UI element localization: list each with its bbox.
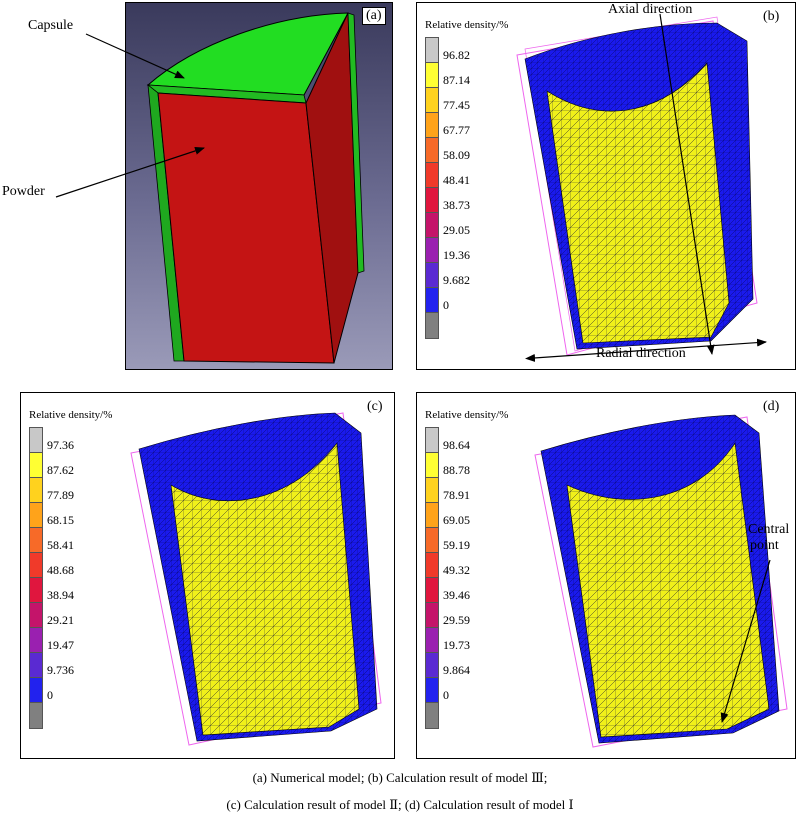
legend-tick-label: 59.19 — [443, 538, 470, 552]
legend-swatch — [30, 628, 42, 653]
powder-front — [157, 92, 335, 364]
legend-swatch — [426, 578, 438, 603]
density-contour-d — [534, 414, 788, 748]
panel-c-label: (c) — [367, 399, 383, 414]
legend-swatch — [426, 63, 438, 88]
legend-swatch — [426, 428, 438, 453]
density-contour-b — [516, 16, 758, 356]
legend-swatch — [426, 503, 438, 528]
legend-swatch — [426, 138, 438, 163]
legend-swatch — [30, 503, 42, 528]
legend-tick-label: 19.47 — [47, 638, 74, 652]
legend-swatch — [426, 288, 438, 313]
panel-a-numerical-model: (a) — [125, 2, 393, 370]
legend-tick-label: 58.09 — [443, 148, 470, 162]
figure-caption-line1: (a) Numerical model; (b) Calculation res… — [252, 770, 548, 785]
panel-b-label: (b) — [763, 9, 780, 24]
radial-direction-label: Radial direction — [596, 346, 686, 361]
legend-swatch — [30, 653, 42, 678]
legend-swatch — [30, 603, 42, 628]
legend-title-b: Relative density/% — [425, 19, 509, 31]
legend-swatch — [426, 653, 438, 678]
legend-swatch — [426, 678, 438, 703]
legend-tick-label: 49.32 — [443, 563, 470, 577]
legend-swatch — [30, 428, 42, 453]
legend-tick-label: 9.736 — [47, 663, 74, 677]
legend-tick-label: 67.77 — [443, 123, 470, 137]
panel-b-model-3: Relative density/% 96.82 87.14 77.45 67.77 5… — [416, 2, 796, 370]
legend-tick-label: 9.682 — [443, 273, 470, 287]
legend-swatch — [426, 553, 438, 578]
legend-swatch — [30, 703, 42, 728]
legend-tick-label: 87.14 — [443, 73, 470, 87]
legend-tick-label: 19.36 — [443, 248, 470, 262]
legend-tick-label: 87.62 — [47, 463, 74, 477]
legend-tick-label: 0 — [443, 688, 449, 702]
legend-tick-label: 48.68 — [47, 563, 74, 577]
figure-caption-line2: (c) Calculation result of model Ⅱ; (d) C… — [226, 797, 574, 812]
legend-swatch — [30, 453, 42, 478]
panel-a-label: (a) — [362, 7, 386, 25]
legend-tick-label: 0 — [47, 688, 53, 702]
legend-tick-label: 0 — [443, 298, 449, 312]
legend-bar-d — [425, 427, 439, 729]
panel-d-model-1: Relative density/% 98.64 88.78 78.91 69.05 5… — [416, 392, 796, 759]
legend-swatch — [426, 603, 438, 628]
capsule-label: Capsule — [28, 18, 74, 33]
legend-tick-label: 38.73 — [443, 198, 470, 212]
legend-swatch — [30, 578, 42, 603]
axial-direction-label: Axial direction — [608, 2, 693, 17]
legend-swatch — [426, 213, 438, 238]
legend-tick-label: 29.05 — [443, 223, 470, 237]
powder-label: Powder — [2, 184, 45, 199]
legend-tick-label: 78.91 — [443, 488, 470, 502]
legend-title-d: Relative density/% — [425, 409, 509, 421]
central-point-label-line1: Central — [748, 522, 790, 537]
legend-bar-b — [425, 37, 439, 339]
legend-tick-label: 39.46 — [443, 588, 470, 602]
legend-swatch — [426, 628, 438, 653]
legend-swatch — [426, 703, 438, 728]
legend-swatch — [426, 313, 438, 338]
legend-swatch — [30, 553, 42, 578]
legend-tick-label: 29.21 — [47, 613, 74, 627]
numerical-model-drawing — [146, 12, 365, 364]
legend-tick-label: 96.82 — [443, 48, 470, 62]
density-contour-c — [130, 412, 382, 746]
panel-d-label: (d) — [763, 399, 780, 414]
legend-tick-label: 19.73 — [443, 638, 470, 652]
legend-tick-label: 9.864 — [443, 663, 470, 677]
capsule-right-edge — [347, 12, 365, 274]
legend-tick-label: 58.41 — [47, 538, 74, 552]
legend-swatch — [426, 163, 438, 188]
panel-c-model-2: Relative density/% 97.36 87.62 77.89 68.15 5… — [20, 392, 395, 759]
legend-swatch — [426, 263, 438, 288]
legend-swatch — [426, 88, 438, 113]
legend-swatch — [426, 238, 438, 263]
legend-swatch — [426, 113, 438, 138]
legend-swatch — [426, 453, 438, 478]
legend-swatch — [30, 478, 42, 503]
legend-tick-label: 98.64 — [443, 438, 470, 452]
legend-tick-label: 77.89 — [47, 488, 74, 502]
legend-swatch — [30, 678, 42, 703]
legend-tick-label: 69.05 — [443, 513, 470, 527]
legend-swatch — [30, 528, 42, 553]
legend-tick-label: 38.94 — [47, 588, 74, 602]
legend-tick-label: 77.45 — [443, 98, 470, 112]
legend-tick-label: 97.36 — [47, 438, 74, 452]
legend-swatch — [426, 528, 438, 553]
legend-tick-label: 88.78 — [443, 463, 470, 477]
legend-swatch — [426, 38, 438, 63]
legend-swatch — [426, 188, 438, 213]
legend-title-c: Relative density/% — [29, 409, 113, 421]
legend-tick-label: 29.59 — [443, 613, 470, 627]
legend-swatch — [426, 478, 438, 503]
legend-tick-label: 48.41 — [443, 173, 470, 187]
central-point-label-line2: point — [750, 538, 779, 553]
legend-tick-label: 68.15 — [47, 513, 74, 527]
legend-bar-c — [29, 427, 43, 729]
